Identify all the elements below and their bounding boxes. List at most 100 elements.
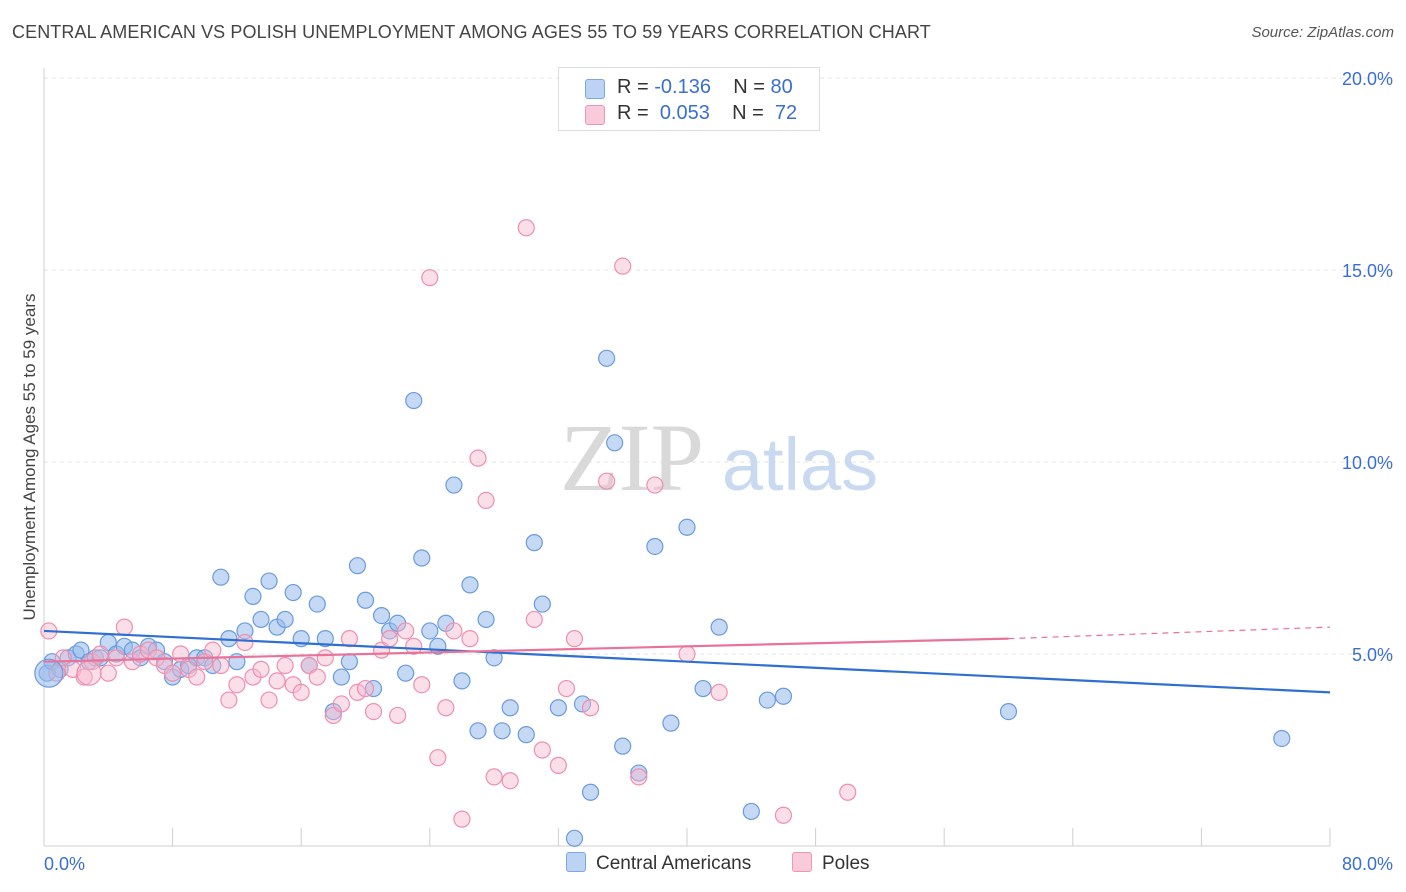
point-poles [461,630,479,648]
r-value-central-americans: -0.136 [654,76,711,98]
legend-label-central-americans: Central Americans [596,853,752,874]
point-poles [107,649,125,667]
tick-labels: 5.0% 10.0% 15.0% 20.0% 0.0% 80.0% [44,69,1393,874]
point-poles [614,257,632,275]
legend-item-central-americans[interactable]: Central Americans [566,852,751,876]
legend-label-poles: Poles [822,853,870,874]
point-poles [115,618,133,636]
point-poles [453,810,471,828]
point-central-americans [372,606,391,625]
swatch-central-americans [585,79,605,99]
point-central-americans [34,658,64,688]
point-central-americans [678,518,696,536]
point-central-americans [573,695,592,713]
point-poles [212,656,230,675]
x-tick-label: 80.0% [1342,854,1393,874]
point-central-americans [581,783,600,801]
point-poles [413,676,431,694]
point-poles [525,610,543,629]
point-central-americans [758,691,776,709]
point-poles [292,683,310,702]
point-poles [581,699,600,717]
point-central-americans [308,595,326,613]
stats-legend: R = -0.136 N = 80 R = 0.053 N = 72 [558,67,820,131]
point-poles [533,741,551,759]
point-poles [630,768,648,786]
point-central-americans [742,802,760,821]
swatch-poles [585,105,605,125]
point-central-americans [774,687,793,705]
point-poles [91,645,109,663]
legend-swatch-poles [792,852,812,872]
point-central-americans [517,726,535,744]
r-value-poles: 0.053 [659,102,710,124]
point-central-americans [646,537,664,556]
point-poles [646,476,664,494]
point-poles [485,768,503,786]
point-central-americans [332,668,350,686]
point-poles [477,491,495,509]
gridlines [44,77,1394,655]
point-poles [429,749,447,767]
trendline-poles-extension [1008,626,1331,640]
points [34,219,1291,847]
point-central-americans [1273,729,1291,748]
trendlines [43,626,1331,694]
watermark-zip: ZIP [560,404,704,511]
point-poles [469,449,487,467]
point-poles [332,695,350,713]
point-poles [678,645,696,663]
point-central-americans [421,622,439,640]
point-central-americans [493,722,511,740]
point-poles [405,637,423,655]
point-poles [260,691,278,709]
y-tick-label: 15.0% [1342,261,1393,281]
point-central-americans [501,699,519,717]
r-label: R = [617,76,649,98]
point-central-americans [598,349,616,367]
point-central-americans [565,829,584,847]
point-central-americans [630,764,648,782]
point-central-americans [340,653,359,671]
point-central-americans [614,737,632,755]
y-tick-label: 5.0% [1352,645,1393,665]
point-poles [348,683,367,702]
n-label: N = [733,76,765,98]
trendline-central-americans [43,629,1331,694]
watermark: ZIP atlas [560,404,878,511]
r-label: R = [617,102,649,124]
n-label: N = [732,102,764,124]
point-poles [774,806,793,824]
point-poles [421,269,439,287]
point-central-americans [397,664,415,682]
point-poles [557,679,576,698]
point-central-americans [316,630,334,648]
point-poles [252,660,270,678]
trendline-poles [43,637,1009,663]
point-central-americans [252,610,270,629]
axes [43,68,1331,847]
point-poles [268,672,286,690]
point-poles [131,645,150,663]
point-central-americans [477,610,495,629]
point-central-americans [606,434,624,452]
y-axis-label: Unemployment Among Ages 55 to 59 years [20,294,39,621]
point-poles [99,664,117,682]
point-central-americans [469,722,487,740]
legend-item-poles[interactable]: Poles [792,852,870,876]
point-central-americans [276,610,294,629]
point-central-americans [284,583,302,602]
point-poles [445,622,463,640]
point-poles [164,664,182,682]
point-poles [316,649,334,667]
chart-title: CENTRAL AMERICAN VS POLISH UNEMPLOYMENT … [12,22,931,42]
x-tick-label: 0.0% [44,854,85,874]
point-central-americans [413,549,431,567]
y-tick-label: 20.0% [1342,69,1393,89]
point-central-americans [445,476,463,494]
point-poles [308,668,326,686]
point-poles [188,668,206,686]
source-label: Source: ZipAtlas.com [1251,24,1394,41]
point-central-americans [525,534,543,552]
